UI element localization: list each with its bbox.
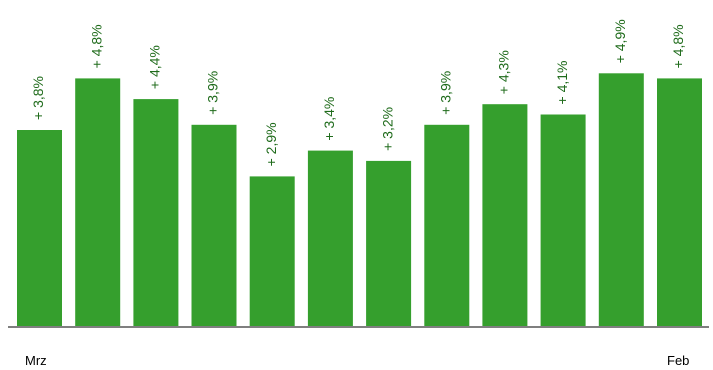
value-label-3: + 4,4% (147, 45, 163, 89)
value-label-4: + 3,9% (205, 71, 221, 115)
value-label-2: + 4,8% (88, 24, 104, 68)
value-label-6: + 3,4% (321, 97, 337, 141)
value-label-11: + 4,9% (612, 19, 628, 63)
bar-9 (482, 104, 528, 326)
bar-7 (366, 160, 412, 326)
value-label-9: + 4,3% (496, 50, 512, 94)
bar-3 (133, 99, 179, 326)
x-axis-end-label: Feb (667, 353, 689, 368)
value-label-8: + 3,9% (438, 71, 454, 115)
bar-11 (598, 73, 644, 326)
value-label-1: + 3,8% (30, 76, 46, 120)
value-label-10: + 4,1% (554, 61, 570, 105)
bar-12 (657, 78, 702, 327)
bar-5 (249, 176, 295, 326)
bar-8 (424, 124, 470, 326)
bars-layer (17, 73, 702, 327)
x-axis-start-label: Mrz (25, 353, 47, 368)
bar-4 (191, 124, 237, 326)
value-labels-layer: + 3,8% + 4,8% + 4,4% + 3,9% + 2,9% + 3,4% + 3,… (30, 19, 686, 166)
bar-10 (540, 114, 586, 326)
bar-1 (17, 130, 62, 326)
bar-2 (75, 78, 121, 327)
value-label-5: + 2,9% (263, 122, 279, 166)
value-label-12: + 4,8% (670, 24, 686, 68)
value-label-7: + 3,2% (379, 107, 395, 151)
bar-6 (307, 150, 353, 326)
